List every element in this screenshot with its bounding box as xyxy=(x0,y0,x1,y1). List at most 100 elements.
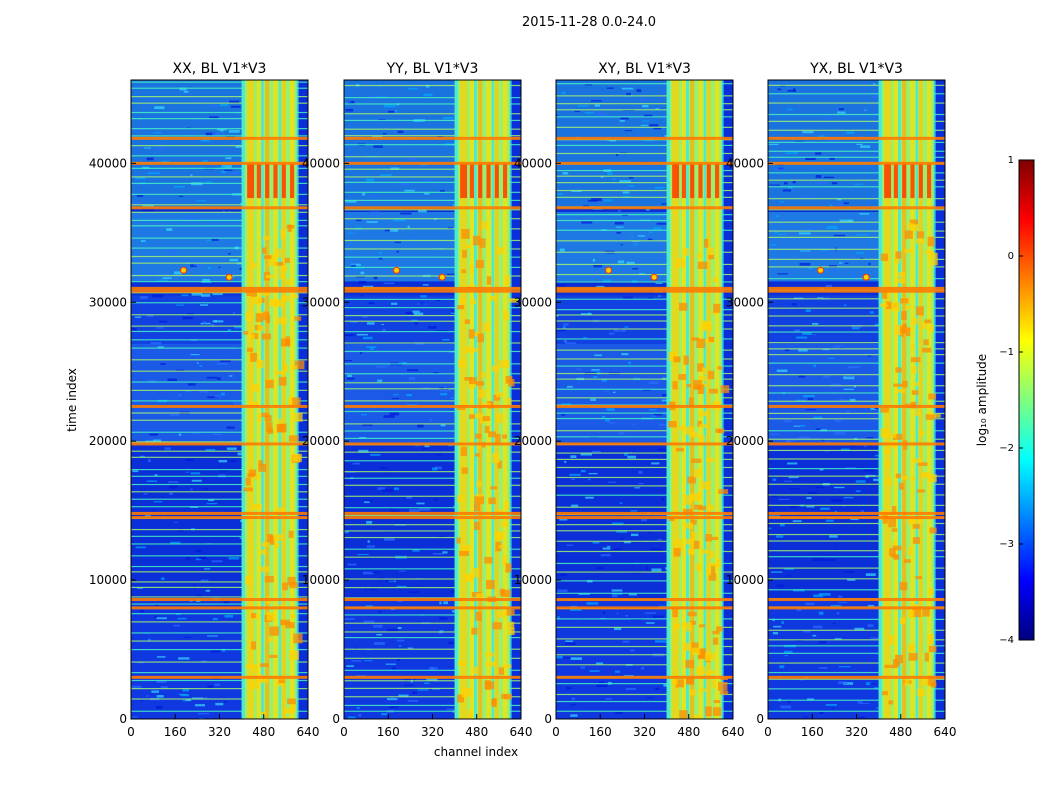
band-blotch xyxy=(475,611,482,621)
rfi-streak xyxy=(344,181,521,183)
noise-speckle xyxy=(408,87,418,90)
band-blotch xyxy=(264,576,274,583)
band-blotch xyxy=(489,295,497,301)
texture-patch xyxy=(768,295,879,442)
noise-speckle xyxy=(354,647,357,649)
noise-speckle xyxy=(185,699,192,701)
noise-speckle xyxy=(211,238,219,241)
noise-speckle xyxy=(195,549,202,553)
noise-speckle xyxy=(775,535,784,538)
noise-speckle xyxy=(770,433,781,435)
rfi-streak xyxy=(344,373,521,375)
noise-speckle xyxy=(363,660,373,662)
band-blotch xyxy=(497,610,508,618)
noise-speckle xyxy=(440,423,446,427)
rfi-streak xyxy=(131,128,308,130)
band-blotch xyxy=(490,486,498,490)
noise-speckle xyxy=(651,462,660,465)
noise-speckle xyxy=(858,702,870,704)
band-blotch xyxy=(916,689,926,696)
noise-speckle xyxy=(181,294,189,297)
rfi-streak xyxy=(344,388,521,390)
band-blotch xyxy=(910,476,916,481)
noise-speckle xyxy=(556,655,563,659)
noise-speckle xyxy=(570,455,577,459)
band-blotch xyxy=(915,306,924,316)
noise-speckle xyxy=(581,221,593,224)
noise-speckle xyxy=(808,267,812,270)
panel-title: XX, BL V1*V3 xyxy=(173,61,267,77)
rfi-streak xyxy=(131,262,308,264)
band-blotch xyxy=(291,365,298,370)
noise-speckle xyxy=(371,571,380,573)
rfi-streak xyxy=(131,456,308,458)
hot-block xyxy=(902,163,907,199)
band-blotch xyxy=(484,425,490,434)
noise-speckle xyxy=(135,176,146,180)
colorbar-tick-label: 0 xyxy=(1008,251,1014,262)
noise-speckle xyxy=(396,250,400,253)
x-tick-label: 480 xyxy=(465,725,488,739)
noise-speckle xyxy=(607,545,611,548)
band-blotch xyxy=(479,238,486,248)
rfi-streak xyxy=(131,596,308,598)
band-blotch xyxy=(293,412,303,422)
noise-speckle xyxy=(400,212,412,215)
band-blotch xyxy=(675,679,685,688)
band-blotch xyxy=(689,689,697,696)
band-blotch xyxy=(461,687,472,698)
texture-patch xyxy=(344,295,455,442)
band-blotch xyxy=(916,489,926,493)
rfi-streak xyxy=(556,103,733,105)
band-blotch xyxy=(466,573,475,581)
noise-speckle xyxy=(805,157,816,161)
rfi-streak xyxy=(556,530,733,532)
noise-speckle xyxy=(839,262,843,264)
band-blotch xyxy=(895,367,902,373)
band-blotch xyxy=(674,539,683,546)
noise-speckle xyxy=(813,364,816,368)
noise-speckle xyxy=(435,299,441,302)
noise-speckle xyxy=(192,697,204,699)
texture-patch xyxy=(131,80,242,208)
rfi-streak xyxy=(556,109,733,111)
noise-speckle xyxy=(562,172,569,175)
noise-speckle xyxy=(831,707,834,709)
noise-speckle xyxy=(828,251,836,253)
noise-speckle xyxy=(450,590,457,593)
noise-speckle xyxy=(196,362,199,364)
band-blotch xyxy=(915,238,925,244)
noise-speckle xyxy=(784,348,790,352)
noise-speckle xyxy=(833,431,846,435)
noise-speckle xyxy=(211,132,221,136)
band-blotch xyxy=(501,694,507,700)
noise-speckle xyxy=(405,495,413,499)
noise-speckle xyxy=(439,617,448,620)
noise-speckle xyxy=(805,309,811,312)
band-blotch xyxy=(492,622,502,630)
rfi-streak xyxy=(556,320,733,322)
rfi-streak xyxy=(344,119,521,122)
rfi-row xyxy=(131,206,308,210)
band-blotch xyxy=(461,229,470,239)
band-blotch xyxy=(501,664,512,668)
band-gap xyxy=(703,80,706,719)
band-blotch xyxy=(276,507,286,514)
band-blotch xyxy=(460,446,468,456)
band-blotch xyxy=(493,394,501,401)
rfi-streak xyxy=(131,81,308,83)
noise-speckle xyxy=(838,601,848,604)
hot-block xyxy=(486,163,491,199)
noise-speckle xyxy=(653,127,662,130)
noise-speckle xyxy=(630,237,634,239)
noise-speckle xyxy=(784,480,792,482)
band-blotch xyxy=(720,385,730,394)
rfi-row xyxy=(768,442,945,446)
noise-speckle xyxy=(168,249,178,252)
band-blotch xyxy=(263,255,272,260)
noise-speckle xyxy=(615,153,619,156)
rfi-row xyxy=(344,675,521,679)
band-blotch xyxy=(248,469,257,477)
band-blotch xyxy=(457,694,465,703)
band-blotch xyxy=(268,637,274,642)
